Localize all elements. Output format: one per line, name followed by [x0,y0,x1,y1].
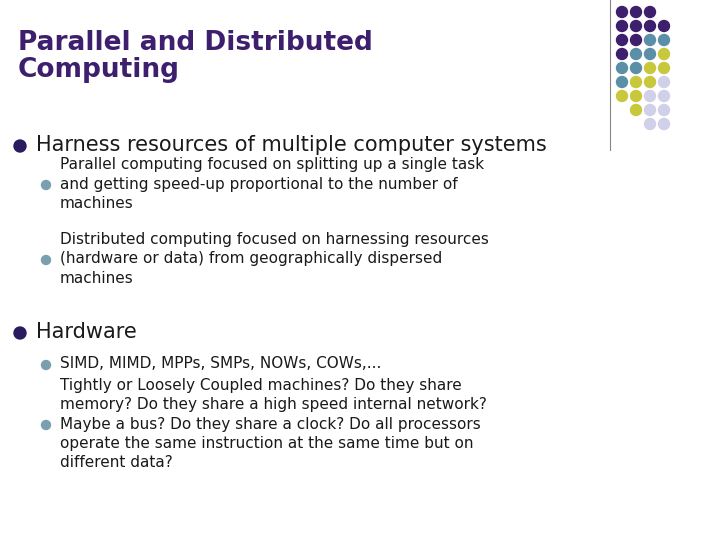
Circle shape [644,49,655,59]
Circle shape [644,6,655,17]
Circle shape [631,91,642,102]
Circle shape [659,91,670,102]
Circle shape [616,49,628,59]
Circle shape [42,255,50,265]
Circle shape [644,21,655,31]
Circle shape [659,63,670,73]
Circle shape [659,77,670,87]
Circle shape [631,49,642,59]
Circle shape [659,21,670,31]
Text: Parallel computing focused on splitting up a single task
and getting speed-up pr: Parallel computing focused on splitting … [60,157,484,211]
Circle shape [631,63,642,73]
Circle shape [14,140,26,152]
Circle shape [616,35,628,45]
Circle shape [659,35,670,45]
Circle shape [631,105,642,116]
Circle shape [631,6,642,17]
Circle shape [616,6,628,17]
Circle shape [644,63,655,73]
Text: Harness resources of multiple computer systems: Harness resources of multiple computer s… [36,135,546,155]
Circle shape [659,49,670,59]
Circle shape [42,421,50,429]
Text: SIMD, MIMD, MPPs, SMPs, NOWs, COWs,...: SIMD, MIMD, MPPs, SMPs, NOWs, COWs,... [60,356,382,372]
Circle shape [616,77,628,87]
Text: Tightly or Loosely Coupled machines? Do they share
memory? Do they share a high : Tightly or Loosely Coupled machines? Do … [60,378,487,470]
Circle shape [659,105,670,116]
Circle shape [631,77,642,87]
Circle shape [644,35,655,45]
Circle shape [14,327,26,339]
Circle shape [644,118,655,130]
Circle shape [42,180,50,190]
Circle shape [644,77,655,87]
Circle shape [631,21,642,31]
Circle shape [616,91,628,102]
Text: Distributed computing focused on harnessing resources
(hardware or data) from ge: Distributed computing focused on harness… [60,232,489,286]
Text: Hardware: Hardware [36,322,137,342]
Circle shape [42,361,50,369]
Text: Parallel and Distributed: Parallel and Distributed [18,30,373,56]
Circle shape [644,105,655,116]
Circle shape [616,63,628,73]
Circle shape [631,35,642,45]
Circle shape [616,21,628,31]
Text: Computing: Computing [18,57,180,83]
Circle shape [644,91,655,102]
Circle shape [659,118,670,130]
